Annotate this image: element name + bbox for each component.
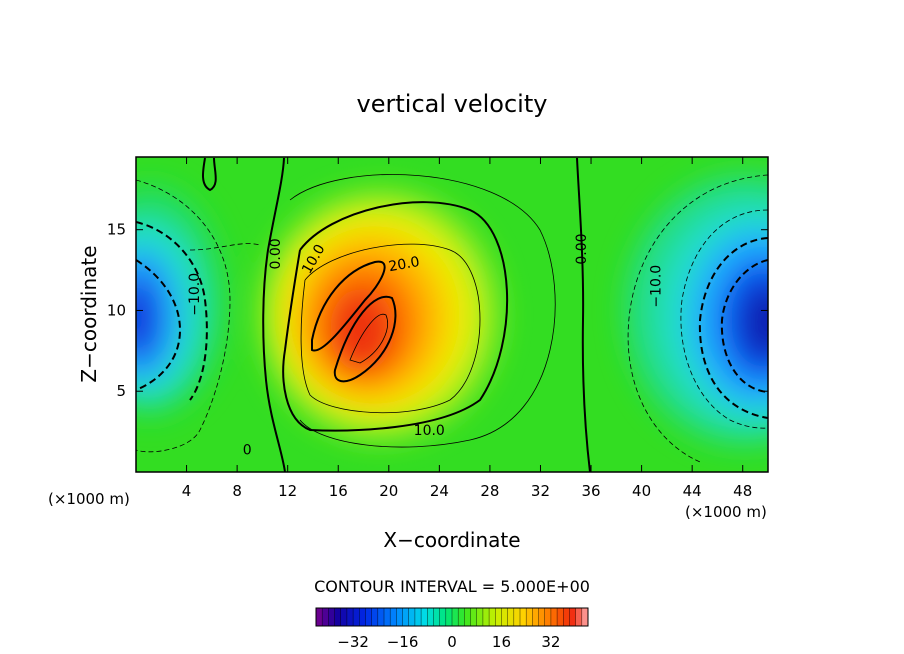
colorbar-cell [421, 608, 428, 626]
colorbar-tick-label: −16 [387, 633, 419, 651]
colorbar-cell [346, 608, 354, 626]
colorbar-frame [315, 607, 589, 627]
colorbar-cell [334, 608, 342, 626]
x-tick-label: 16 [329, 482, 348, 500]
contour-label: 0.00 [268, 238, 284, 269]
colorbar-cell [427, 608, 434, 626]
plot-frame [135, 156, 769, 473]
contour-label: 0 [243, 442, 252, 458]
colorbar-cell [458, 608, 465, 626]
colorbar-cell [563, 608, 570, 626]
chart-title: vertical velocity [357, 90, 548, 118]
colorbar-cell [532, 608, 540, 626]
colorbar: −32 −16 0 16 32 [315, 607, 589, 651]
contour-label: 10.0 [414, 423, 445, 439]
colorbar-cell [575, 608, 583, 626]
colorbar-cell [526, 608, 533, 626]
y-tick-label: 15 [107, 221, 126, 239]
colorbar-cell [470, 608, 478, 626]
colorbar-cell [557, 608, 564, 626]
x-tick-label: 24 [430, 482, 449, 500]
colorbar-cell [384, 608, 391, 626]
x-tick-label: 12 [278, 482, 297, 500]
colorbar-cell [495, 608, 502, 626]
colorbar-cell [390, 608, 397, 626]
colorbar-cell [396, 608, 404, 626]
colorbar-cell [322, 608, 329, 626]
colorbar-cell [569, 608, 577, 626]
contour-interval: CONTOUR INTERVAL = 5.000E+00 [314, 577, 590, 596]
colorbar-cell [371, 608, 379, 626]
x-tick-label: 28 [480, 482, 499, 500]
colorbar-cell [507, 608, 515, 626]
contour-label: 20.0 [387, 254, 420, 275]
x-tick-label: 36 [581, 482, 600, 500]
colorbar-tick-label: 32 [541, 633, 560, 651]
x-tick-label: 32 [531, 482, 550, 500]
colorbar-cell [377, 608, 385, 626]
colorbar-cell [452, 608, 459, 626]
colorbar-cell [482, 608, 490, 626]
contour-label: 0.00 [574, 233, 590, 264]
contour-label: −10.0 [649, 265, 665, 308]
colorbar-cell [489, 608, 496, 626]
x-tick-label: 48 [733, 482, 752, 500]
colorbar-cell [402, 608, 410, 626]
colorbar-cell [464, 608, 472, 626]
colorbar-cell [550, 608, 558, 626]
colorbar-tick-label: 16 [492, 633, 511, 651]
contour-label: −10.0 [187, 273, 203, 316]
x-axis-label: X−coordinate [383, 528, 520, 552]
colorbar-cell [445, 608, 453, 626]
y-tick-label: 5 [116, 382, 126, 400]
colorbar-cell [316, 608, 323, 626]
x-tick-label: 20 [379, 482, 398, 500]
x-unit-right: (×1000 m) [685, 503, 767, 521]
colorbar-cell [501, 608, 509, 626]
colorbar-cell [340, 608, 348, 626]
y-tick-label: 10 [107, 301, 126, 319]
colorbar-tick-label: 0 [447, 633, 457, 651]
y-axis-label: Z−coordinate [77, 245, 101, 382]
colorbar-cell [414, 608, 422, 626]
colorbar-cell [433, 608, 441, 626]
colorbar-cell [408, 608, 416, 626]
x-tick-label: 8 [232, 482, 242, 500]
colorbar-ticks: −32 −16 0 16 32 [337, 633, 560, 651]
colorbar-cell [353, 608, 360, 626]
colorbar-cells [315, 608, 589, 626]
plot-area: 0.00 10.0 20.010.00.00−10.0−10.00 [136, 157, 768, 472]
colorbar-cell [328, 608, 336, 626]
colorbar-cell [581, 608, 589, 626]
x-tick-label: 40 [632, 482, 651, 500]
colorbar-cell [513, 608, 521, 626]
x-tick-label: 44 [683, 482, 702, 500]
colorbar-tick-label: −32 [337, 633, 369, 651]
colorbar-cell [476, 608, 484, 626]
contour-lines [136, 157, 768, 472]
colorbar-cell [538, 608, 546, 626]
colorbar-cell [439, 608, 447, 626]
colorbar-cell [359, 608, 366, 626]
x-tick-label: 4 [182, 482, 192, 500]
colorbar-cell [544, 608, 552, 626]
colorbar-cell [365, 608, 373, 626]
colorbar-cell [520, 608, 527, 626]
x-unit-left: (×1000 m) [48, 490, 130, 508]
